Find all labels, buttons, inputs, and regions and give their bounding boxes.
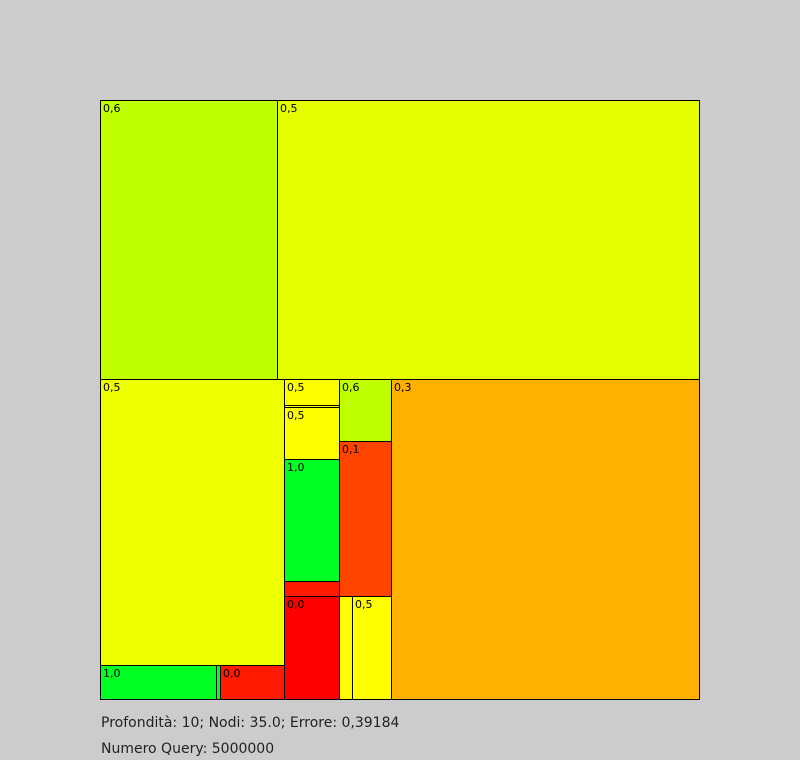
treemap-cell xyxy=(339,596,353,700)
treemap-cell: 0,5 xyxy=(277,100,700,380)
treemap-cell: 0,0 xyxy=(220,665,285,700)
treemap-cell-value: 0,3 xyxy=(394,381,412,394)
treemap-cell: 0,6 xyxy=(100,100,278,380)
treemap-cell-value: 0,5 xyxy=(103,381,121,394)
treemap-cell: 0,5 xyxy=(284,379,340,406)
treemap-cell-value: 0,5 xyxy=(287,381,305,394)
treemap-cell-value: 0,6 xyxy=(342,381,360,394)
status-query-count: Numero Query: 5000000 xyxy=(101,741,275,757)
treemap: 0,6 0,5 0,5 1,0 0,0 0,5 0,5 1,0 0,0 0,6 0,1 0,5 0,3 xyxy=(100,100,700,700)
treemap-cell: 0,5 xyxy=(284,407,340,460)
treemap-cell-value: 0,0 xyxy=(287,598,305,611)
treemap-cell-value: 1,0 xyxy=(103,667,121,680)
status-depth-nodes-error: Profondità: 10; Nodi: 35.0; Errore: 0,39… xyxy=(101,715,400,731)
treemap-cell-value: 0,5 xyxy=(355,598,373,611)
treemap-cell: 1,0 xyxy=(284,459,340,582)
treemap-cell-value: 0,0 xyxy=(223,667,241,680)
treemap-cell: 0,0 xyxy=(284,596,340,700)
treemap-cell-value: 1,0 xyxy=(287,461,305,474)
treemap-cell: 0,1 xyxy=(339,441,392,597)
treemap-cell: 0,6 xyxy=(339,379,392,442)
treemap-cell: 1,0 xyxy=(100,665,217,700)
treemap-cell-value: 0,6 xyxy=(103,102,121,115)
treemap-cell xyxy=(284,581,340,597)
treemap-cell-value: 0,5 xyxy=(287,409,305,422)
treemap-cell-value: 0,1 xyxy=(342,443,360,456)
treemap-cell: 0,5 xyxy=(352,596,392,700)
treemap-cell-value: 0,5 xyxy=(280,102,298,115)
treemap-cell: 0,5 xyxy=(100,379,285,666)
treemap-cell: 0,3 xyxy=(391,379,700,700)
